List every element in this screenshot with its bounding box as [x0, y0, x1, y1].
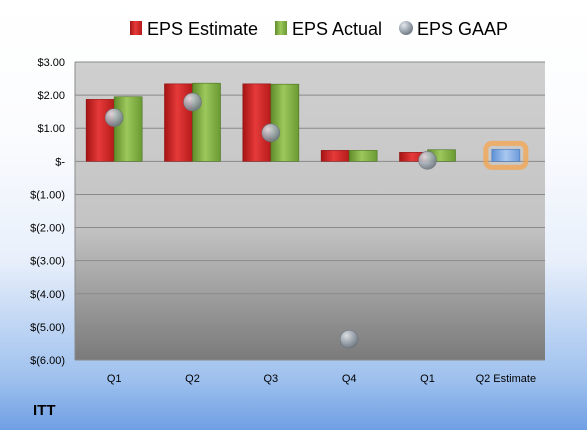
bar-eps-actual — [348, 150, 378, 162]
bar-q2-estimate — [491, 149, 521, 162]
y-tick-label: $(3.00) — [30, 256, 65, 268]
y-tick-label: $(5.00) — [30, 322, 65, 334]
legend-label: EPS GAAP — [417, 19, 508, 39]
y-tick-label: $(1.00) — [30, 189, 65, 201]
x-tick-label: Q4 — [342, 373, 357, 385]
plot-area — [75, 62, 545, 360]
y-tick-label: $3.00 — [37, 57, 65, 69]
x-tick-label: Q2 Estimate — [476, 373, 537, 385]
point-eps-gaap — [183, 92, 202, 112]
bar-eps-actual — [270, 83, 300, 162]
bar-eps-estimate — [242, 83, 272, 162]
point-eps-gaap — [261, 123, 281, 143]
bars — [85, 82, 529, 170]
point-eps-gaap — [339, 329, 359, 349]
legend-label: EPS Estimate — [147, 19, 258, 39]
y-tick-label: $(6.00) — [30, 355, 65, 367]
q2-estimate-highlight — [483, 140, 529, 170]
y-tick-label: $(4.00) — [30, 289, 65, 301]
y-tick-label: $2.00 — [37, 90, 65, 102]
legend: EPS Estimate EPS Actual EPS GAAP — [130, 19, 508, 39]
ticker-label: ITT — [33, 402, 56, 419]
y-axis: $3.00 $2.00 $1.00 $- $(1.00) $(2.00) $(3.00) $(… — [30, 57, 65, 367]
x-axis: Q1 Q2 Q3 Q4 Q1 Q2 Estimate — [107, 373, 536, 385]
gaap-points — [104, 92, 437, 349]
bar-eps-actual — [113, 96, 143, 162]
legend-label: EPS Actual — [292, 19, 382, 39]
point-eps-gaap — [104, 108, 124, 127]
bar-eps-estimate — [320, 150, 350, 162]
y-tick-label: $(2.00) — [30, 223, 65, 235]
bar-eps-estimate — [85, 99, 115, 162]
legend-swatch — [275, 21, 287, 35]
x-tick-label: Q2 — [185, 373, 200, 385]
y-tick-label: $- — [55, 156, 65, 168]
point-eps-gaap — [418, 151, 437, 170]
legend-swatch — [399, 21, 413, 35]
legend-swatch — [130, 21, 142, 35]
x-tick-label: Q1 — [107, 373, 122, 385]
x-tick-label: Q3 — [263, 373, 278, 385]
gridlines — [74, 61, 545, 361]
x-tick-label: Q1 — [420, 373, 435, 385]
y-tick-label: $1.00 — [37, 123, 65, 135]
